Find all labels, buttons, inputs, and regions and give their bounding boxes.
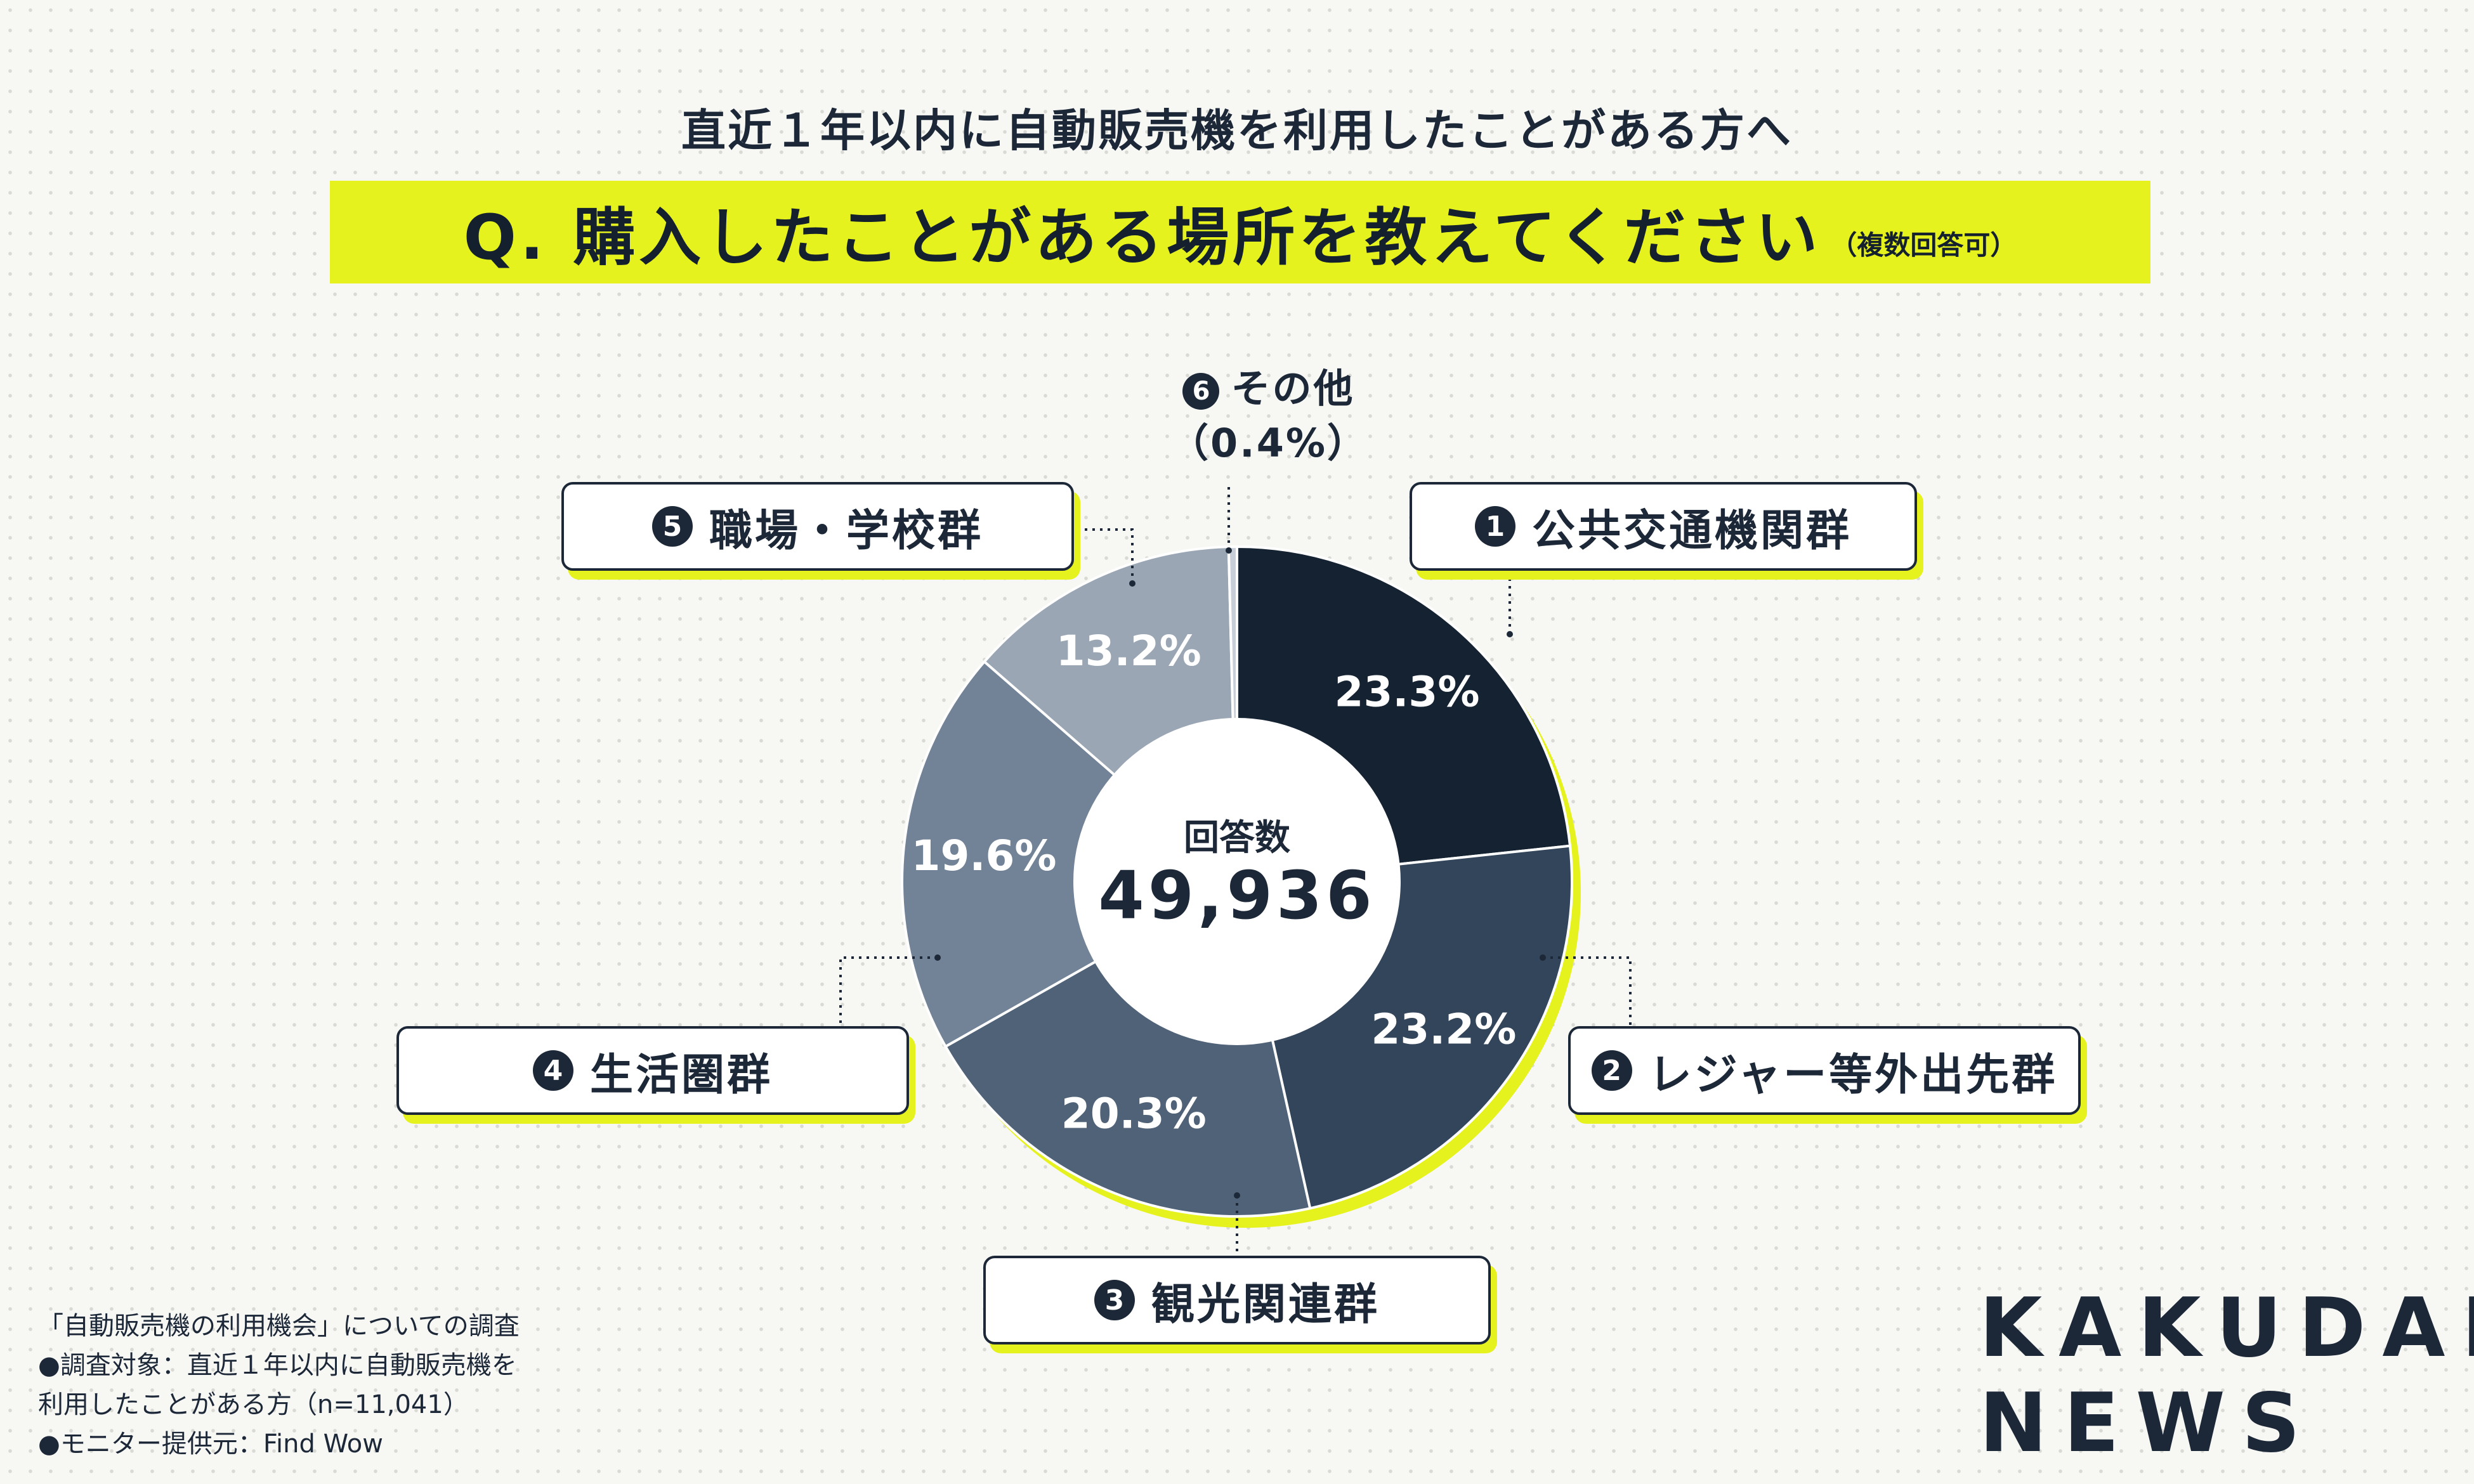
label-living-area: 4 生活圏群 — [396, 1026, 909, 1115]
connector-dot-1 — [1507, 631, 1513, 637]
percent-label-2: 23.2% — [1371, 1005, 1516, 1054]
connector-dot-5 — [1129, 580, 1136, 587]
percent-label-4: 19.6% — [912, 831, 1057, 880]
center-circle — [1073, 718, 1401, 1045]
number-badge-4: 4 — [532, 1050, 573, 1091]
label-text: その他 — [1231, 365, 1355, 412]
connector-dot-6 — [1226, 547, 1232, 554]
number-badge-1: 1 — [1474, 506, 1515, 547]
footnote-line: ●調査対象：直近１年以内に自動販売機を — [38, 1351, 517, 1380]
label-leisure: 2 レジャー等外出先群 — [1568, 1026, 2081, 1115]
label-text: 職場・学校群 — [709, 505, 983, 556]
center-label: 回答数 — [1184, 817, 1290, 859]
other-percent: （0.4%） — [1169, 420, 1368, 466]
number-badge-3: 3 — [1094, 1280, 1135, 1320]
question-title: Q. 購入したことがある場所を教えてください — [463, 202, 1822, 274]
label-work-school: 5 職場・学校群 — [561, 482, 1074, 571]
percent-labels: 23.3% 23.2% 20.3% 19.6% 13.2% — [912, 627, 1517, 1138]
label-text: 公共交通機関群 — [1531, 505, 1852, 556]
kakudai-news-logo: KAKUDAI NEWS — [1979, 1281, 2474, 1471]
connector-line-4 — [839, 956, 938, 1026]
connector-dot-3 — [1234, 1192, 1240, 1199]
center-value: 49,936 — [1098, 857, 1375, 934]
label-text: レジャー等外出先群 — [1648, 1050, 2058, 1100]
footnote-line: 「自動販売機の利用機会」についての調査 — [38, 1312, 520, 1341]
connector-dot-4 — [934, 954, 941, 961]
footnote: 「自動販売機の利用機会」についての調査 ●調査対象：直近１年以内に自動販売機を … — [38, 1306, 520, 1464]
number-badge-6: 6 — [1182, 372, 1220, 410]
number-badge-2: 2 — [1591, 1050, 1632, 1091]
logo-line: NEWS — [1979, 1376, 2317, 1471]
label-public-transport: 1 公共交通機関群 — [1410, 482, 1917, 571]
label-tourism: 3 観光関連群 — [983, 1256, 1491, 1344]
percent-label-1: 23.3% — [1335, 668, 1480, 717]
label-text: 観光関連群 — [1151, 1279, 1380, 1330]
number-badge-5: 5 — [651, 506, 693, 547]
footnote-line: ●モニター提供元：Find Wow — [38, 1429, 383, 1459]
footnote-line: 利用したことがある方（n=11,041） — [38, 1390, 469, 1419]
label-other: 6 その他 （0.4%） — [1078, 361, 1459, 471]
label-text: 生活圏群 — [589, 1050, 773, 1100]
connector-dot-2 — [1540, 954, 1546, 961]
logo-line: KAKUDAI — [1979, 1281, 2474, 1376]
percent-label-3: 20.3% — [1061, 1090, 1207, 1138]
multi-answer-note: （複数回答可） — [1830, 229, 2017, 261]
connector-lines — [839, 482, 1632, 1259]
percent-label-5: 13.2% — [1056, 627, 1201, 675]
question-banner: Q. 購入したことがある場所を教えてください （複数回答可） — [330, 181, 2150, 283]
connector-line-5 — [1074, 528, 1134, 583]
slice-4 — [901, 660, 1240, 1048]
subtitle: 直近１年以内に自動販売機を利用したことがある方へ — [681, 105, 1793, 157]
